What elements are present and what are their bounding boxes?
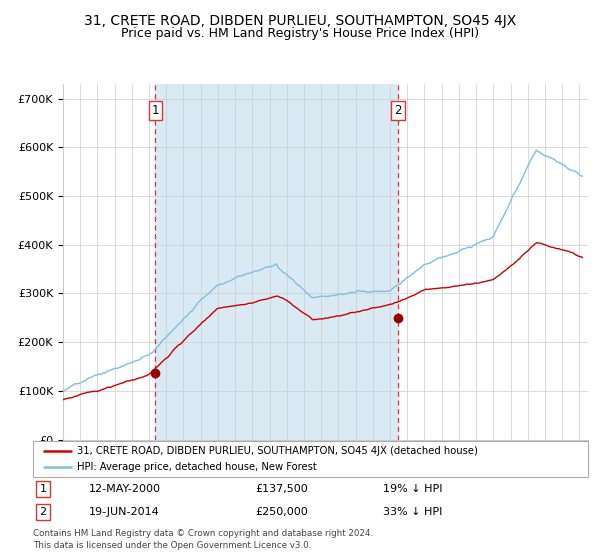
- Text: 1: 1: [152, 104, 159, 117]
- Text: Price paid vs. HM Land Registry's House Price Index (HPI): Price paid vs. HM Land Registry's House …: [121, 27, 479, 40]
- Text: 33% ↓ HPI: 33% ↓ HPI: [383, 507, 442, 517]
- Text: 2: 2: [394, 104, 402, 117]
- Text: 19% ↓ HPI: 19% ↓ HPI: [383, 484, 442, 494]
- Text: £250,000: £250,000: [255, 507, 308, 517]
- Text: 31, CRETE ROAD, DIBDEN PURLIEU, SOUTHAMPTON, SO45 4JX: 31, CRETE ROAD, DIBDEN PURLIEU, SOUTHAMP…: [84, 14, 516, 28]
- Text: 2: 2: [40, 507, 47, 517]
- Text: Contains HM Land Registry data © Crown copyright and database right 2024.: Contains HM Land Registry data © Crown c…: [33, 529, 373, 538]
- Text: This data is licensed under the Open Government Licence v3.0.: This data is licensed under the Open Gov…: [33, 541, 311, 550]
- Text: 31, CRETE ROAD, DIBDEN PURLIEU, SOUTHAMPTON, SO45 4JX (detached house): 31, CRETE ROAD, DIBDEN PURLIEU, SOUTHAMP…: [77, 446, 478, 455]
- Text: HPI: Average price, detached house, New Forest: HPI: Average price, detached house, New …: [77, 463, 317, 472]
- FancyBboxPatch shape: [33, 441, 588, 477]
- Text: 12-MAY-2000: 12-MAY-2000: [89, 484, 161, 494]
- Text: 1: 1: [40, 484, 46, 494]
- Text: £137,500: £137,500: [255, 484, 308, 494]
- Bar: [155, 84, 398, 440]
- Text: 19-JUN-2014: 19-JUN-2014: [89, 507, 159, 517]
